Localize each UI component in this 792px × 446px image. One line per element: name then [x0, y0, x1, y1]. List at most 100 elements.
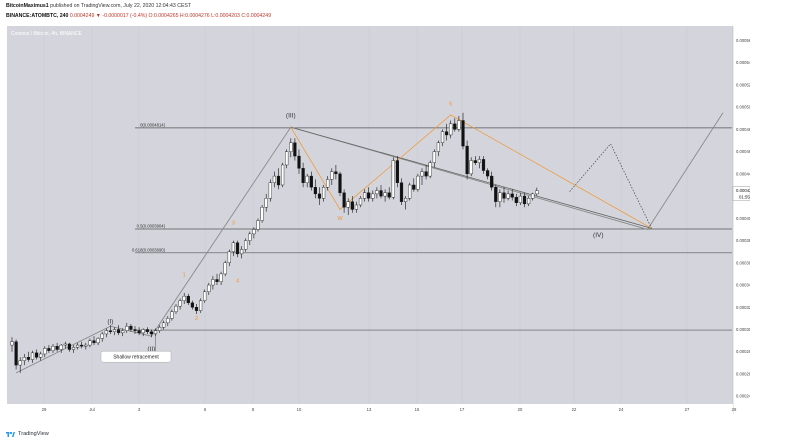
- candle: [436, 140, 440, 157]
- candle-body: [465, 145, 469, 175]
- y-tick-label: 0.0003400: [736, 283, 750, 288]
- wave-label: 3: [232, 220, 235, 226]
- candle-body: [264, 198, 268, 208]
- candle: [30, 350, 35, 363]
- candle-body: [18, 360, 22, 366]
- wave-path-orange: [290, 114, 652, 229]
- candle: [137, 327, 141, 336]
- candle: [428, 160, 432, 179]
- candle-body: [375, 190, 379, 195]
- candle: [510, 189, 514, 201]
- x-tick-label: 29: [42, 407, 47, 412]
- tradingview-logo-icon: [6, 431, 15, 437]
- candle-body: [51, 345, 55, 351]
- chart-title: Cosmos / Bitcoin, 4h, BINANCE: [11, 31, 83, 37]
- candle-body: [145, 329, 149, 332]
- candle-body: [338, 173, 342, 193]
- candle-body: [223, 262, 227, 275]
- candle: [182, 292, 186, 304]
- x-tick-label: 6: [204, 407, 207, 412]
- candle-body: [239, 249, 244, 255]
- candle: [223, 260, 227, 277]
- candle-body: [469, 160, 473, 175]
- wave-label: 1: [183, 273, 186, 279]
- candle-body: [59, 344, 63, 350]
- candle-body: [63, 343, 67, 346]
- candle: [481, 156, 486, 174]
- candle-body: [326, 179, 330, 188]
- candle: [317, 187, 322, 205]
- y-tick-label: 0.0005400: [736, 60, 750, 65]
- candle-body: [84, 344, 88, 347]
- candle-body: [514, 197, 518, 203]
- candle: [92, 336, 96, 346]
- candle: [80, 341, 84, 349]
- candle: [404, 196, 408, 210]
- candle: [313, 179, 317, 199]
- candle-body: [47, 348, 51, 351]
- x-tick-label: 27: [685, 407, 690, 412]
- candle: [383, 189, 387, 202]
- candle-body: [453, 123, 457, 130]
- candle-body: [219, 273, 223, 282]
- candle: [416, 173, 420, 192]
- candle-body: [162, 322, 166, 328]
- candle: [219, 271, 223, 286]
- candle: [354, 201, 358, 213]
- candle: [116, 325, 121, 336]
- candle-body: [490, 175, 494, 188]
- y-tick-label: 0.0005200: [736, 82, 750, 87]
- candle-body: [293, 142, 297, 157]
- candle: [272, 171, 276, 188]
- candle: [112, 327, 117, 336]
- candle: [166, 316, 170, 327]
- candle: [375, 187, 379, 199]
- candle-body: [100, 333, 104, 339]
- candle: [67, 342, 71, 352]
- candle: [330, 168, 334, 185]
- x-tick-label: 20: [518, 407, 523, 412]
- candle: [334, 164, 338, 180]
- price-chart[interactable]: Cosmos / Bitcoin, 4h, BINANCE 0(0.000481…: [7, 26, 750, 414]
- candle-body: [461, 120, 465, 147]
- candle: [84, 342, 88, 350]
- publisher-name[interactable]: BitcoinMaximus1: [6, 3, 49, 9]
- candle-body: [129, 325, 133, 330]
- candle: [125, 322, 129, 333]
- candle-body: [412, 184, 416, 190]
- candle-body: [244, 240, 248, 250]
- candle: [100, 331, 104, 342]
- candle: [461, 112, 465, 150]
- candle-body: [395, 160, 399, 183]
- footer-brand[interactable]: TradingView: [18, 430, 49, 437]
- candle: [387, 187, 391, 200]
- candle: [498, 189, 502, 208]
- candle-body: [276, 175, 281, 186]
- candle: [457, 116, 461, 132]
- candle-body: [420, 171, 424, 177]
- candle-body: [399, 182, 404, 202]
- candle: [420, 168, 424, 185]
- candle: [305, 173, 309, 188]
- candle-body: [252, 229, 256, 235]
- candle: [358, 196, 363, 208]
- candle-body: [170, 311, 174, 319]
- candle-body: [428, 162, 432, 177]
- x-tick-label: 8: [252, 407, 255, 412]
- x-tick-label: 15: [415, 407, 420, 412]
- candle-body: [26, 357, 30, 360]
- candle-body: [518, 195, 522, 203]
- footer: TradingView: [6, 430, 49, 437]
- price-tag: [732, 186, 750, 201]
- candle: [51, 343, 55, 353]
- candle: [449, 120, 453, 139]
- y-tick-label: 0.0004000: [736, 216, 750, 221]
- current-price-label: 0.0004249: [736, 188, 750, 193]
- candle-body: [149, 331, 153, 335]
- candle-body: [317, 193, 322, 199]
- candle: [215, 273, 219, 286]
- candle-body: [346, 201, 350, 208]
- candle: [465, 140, 469, 180]
- candle-body: [498, 192, 502, 202]
- candle-body: [432, 151, 436, 163]
